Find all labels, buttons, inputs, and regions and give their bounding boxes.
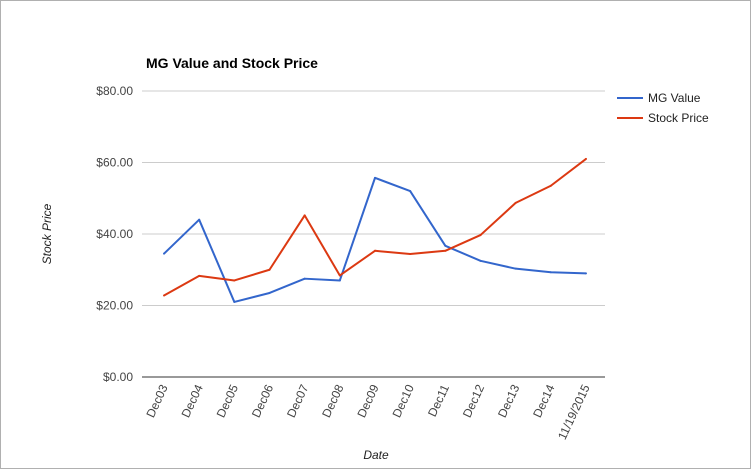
x-tick-label: 11/19/2015	[555, 382, 593, 442]
data-point	[479, 234, 482, 237]
data-point	[198, 218, 201, 221]
data-point	[444, 244, 447, 247]
x-tick-label: Dec05	[214, 382, 241, 420]
data-point	[198, 274, 201, 277]
data-point	[409, 190, 412, 193]
y-tick-label: $60.00	[96, 156, 133, 170]
data-point	[163, 294, 165, 297]
x-tick-label: Dec07	[284, 382, 311, 420]
data-point	[233, 279, 236, 282]
data-point	[479, 259, 482, 262]
data-point	[303, 214, 306, 217]
data-point	[409, 253, 412, 256]
x-tick-label: Dec04	[179, 382, 206, 420]
x-tick-label: Dec10	[390, 382, 417, 420]
legend-label: MG Value	[648, 91, 701, 105]
x-tick-label: Dec14	[530, 382, 557, 420]
x-tick-label: Dec11	[425, 382, 452, 419]
x-tick-label: Dec03	[143, 382, 170, 420]
legend: MG Value Stock Price	[617, 91, 709, 125]
x-tick-label: Dec09	[354, 382, 381, 420]
data-point	[374, 176, 376, 179]
y-tick-label: $20.00	[96, 299, 133, 313]
data-point	[233, 300, 236, 303]
data-point	[338, 274, 341, 277]
data-point	[338, 279, 341, 282]
y-axis-ticks: $0.00 $20.00 $40.00 $60.00 $80.00	[96, 84, 133, 384]
data-point	[585, 272, 587, 275]
data-point	[549, 184, 552, 187]
x-tick-label: Dec08	[319, 382, 346, 420]
x-tick-label: Dec13	[495, 382, 522, 420]
data-point	[303, 277, 306, 280]
x-axis-ticks: Dec03 Dec04 Dec05 Dec06 Dec07 Dec08 Dec09 Dec10…	[143, 382, 592, 442]
x-axis-title: Date	[363, 448, 389, 462]
chart-title: MG Value and Stock Price	[146, 55, 318, 71]
data-point	[163, 252, 165, 255]
data-point	[374, 249, 376, 252]
data-point	[514, 267, 517, 270]
legend-label: Stock Price	[648, 111, 709, 125]
series-lines	[163, 157, 587, 303]
data-point	[585, 157, 587, 160]
series-line-mg-value	[163, 176, 587, 303]
y-axis-title: Stock Price	[40, 203, 54, 264]
data-point	[514, 201, 517, 204]
data-point	[268, 268, 271, 271]
gridlines	[142, 90, 605, 378]
y-tick-label: $80.00	[96, 84, 133, 98]
data-point	[549, 271, 552, 274]
x-tick-label: Dec12	[460, 382, 487, 420]
y-tick-label: $0.00	[103, 370, 133, 384]
y-tick-label: $40.00	[96, 227, 133, 241]
x-tick-label: Dec06	[249, 382, 276, 420]
data-point	[444, 249, 447, 252]
data-point	[268, 291, 271, 294]
